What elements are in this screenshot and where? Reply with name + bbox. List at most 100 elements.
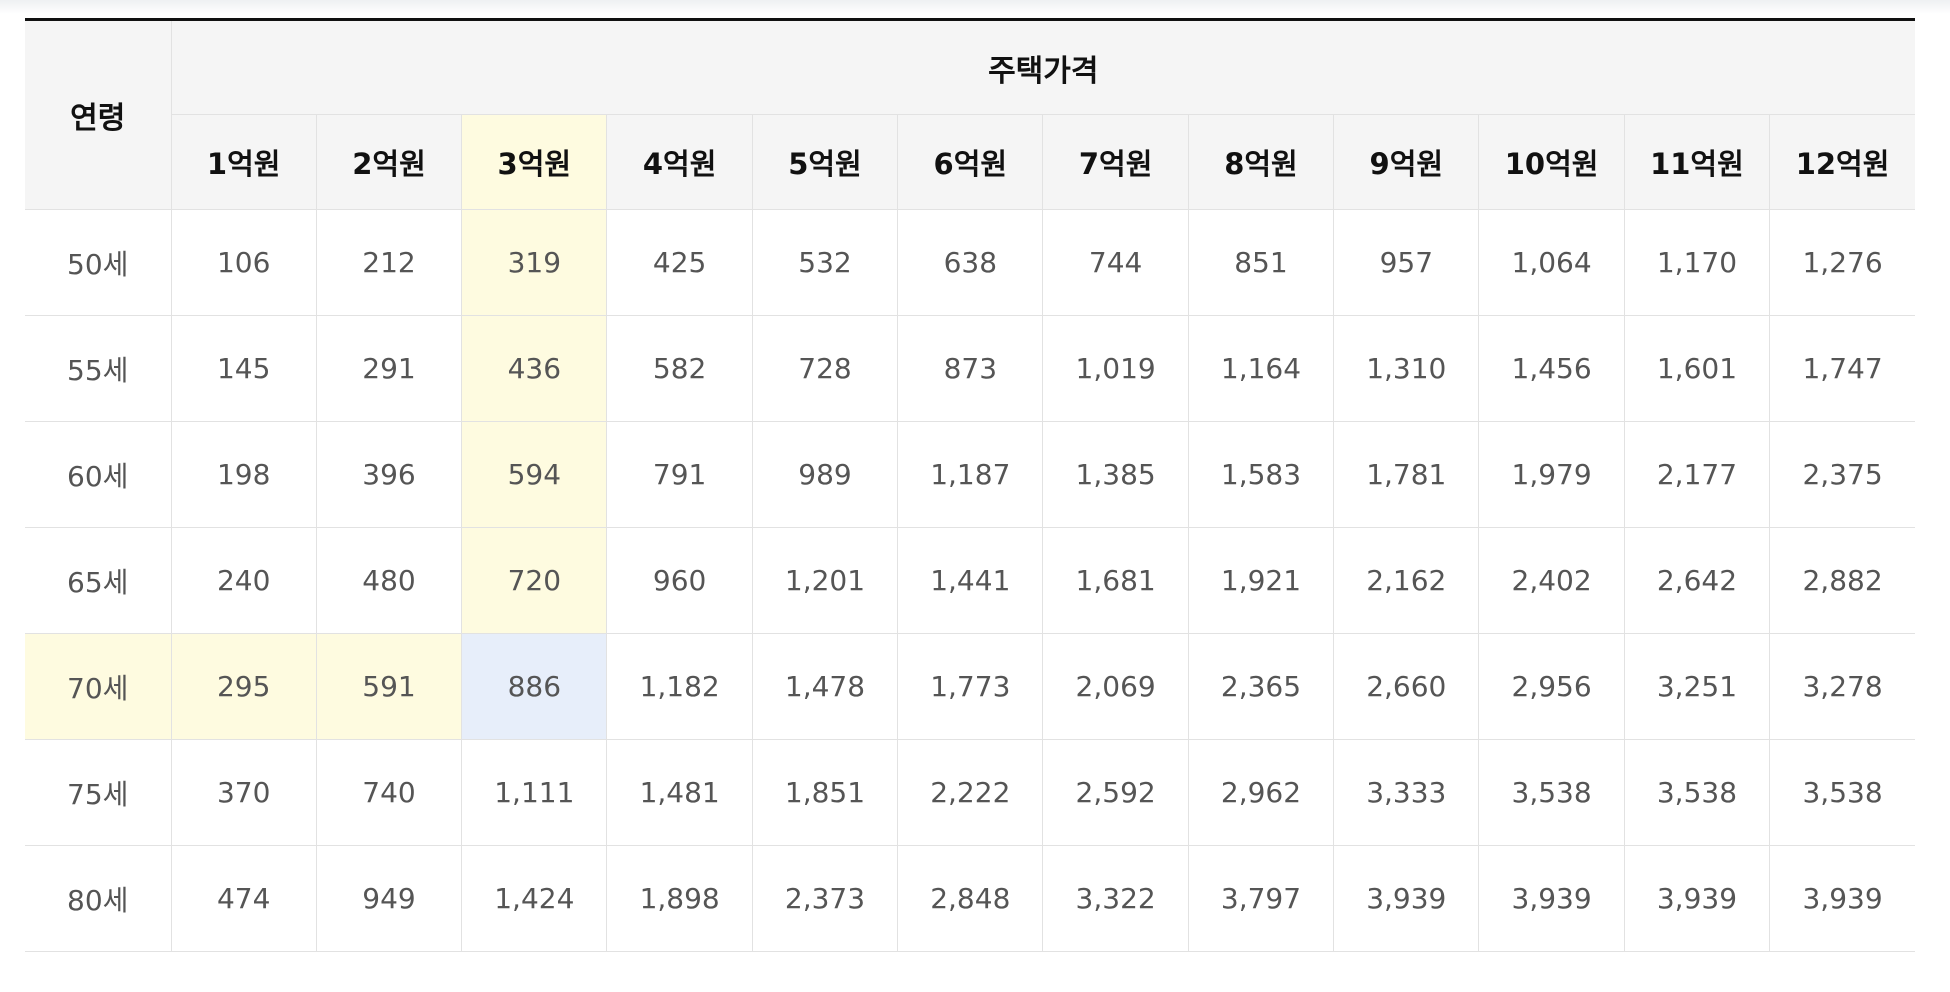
pension-value-cell: 212 — [315, 209, 463, 316]
pension-value-cell: 1,019 — [1042, 315, 1189, 422]
pension-value-cell: 106 — [170, 209, 317, 316]
pension-value-cell: 436 — [461, 315, 608, 422]
house-price-group-header: 주택가격 — [170, 19, 1916, 115]
pension-value-cell: 957 — [1333, 209, 1480, 316]
pension-value-cell: 582 — [606, 315, 753, 422]
pension-value-cell: 145 — [170, 315, 317, 422]
pension-value-cell: 2,375 — [1769, 421, 1916, 528]
pension-value-cell: 1,781 — [1333, 421, 1480, 528]
pension-value-cell: 1,187 — [897, 421, 1044, 528]
pension-value-cell: 2,162 — [1333, 527, 1480, 634]
pension-value-cell: 198 — [170, 421, 317, 528]
pension-value-cell: 295 — [170, 633, 317, 740]
price-header-cell: 12억원 — [1769, 114, 1916, 210]
page-top-edge — [0, 0, 1950, 14]
pension-value-cell: 728 — [751, 315, 899, 422]
table-row: 65세 240 480 720 960 1,201 1,441 1,681 1,921 2,162… — [25, 527, 1916, 634]
age-cell: 50세 — [25, 209, 172, 316]
pension-value-cell: 791 — [606, 421, 753, 528]
pension-value-cell: 2,660 — [1333, 633, 1480, 740]
pension-value-cell: 2,177 — [1623, 421, 1771, 528]
pension-value-cell: 3,333 — [1333, 739, 1480, 846]
pension-value-cell: 291 — [315, 315, 463, 422]
pension-value-cell: 1,851 — [751, 739, 899, 846]
pension-value-cell: 886 — [461, 633, 608, 740]
pension-value-cell: 2,848 — [897, 845, 1044, 952]
pension-table-container: 연령 주택가격 1억원 2억원 3억원 4억원 5억원 6억원 7억원 8억원 9억원 10억원 1… — [25, 18, 1916, 952]
pension-value-cell: 740 — [315, 739, 463, 846]
pension-value-cell: 1,310 — [1333, 315, 1480, 422]
pension-value-cell: 1,898 — [606, 845, 753, 952]
age-cell: 80세 — [25, 845, 172, 952]
pension-value-cell: 3,322 — [1042, 845, 1189, 952]
table-body: 50세 106 212 319 425 532 638 744 851 957 1,064 1,170… — [25, 209, 1916, 952]
pension-value-cell: 2,373 — [751, 845, 899, 952]
pension-value-cell: 3,278 — [1769, 633, 1916, 740]
pension-value-cell: 1,424 — [461, 845, 608, 952]
pension-value-cell: 1,276 — [1769, 209, 1916, 316]
pension-value-cell: 1,773 — [897, 633, 1044, 740]
pension-value-cell: 319 — [461, 209, 608, 316]
price-header-cell: 2억원 — [315, 114, 463, 210]
pension-value-cell: 1,681 — [1042, 527, 1189, 634]
pension-value-cell: 2,222 — [897, 739, 1044, 846]
pension-value-cell: 2,365 — [1187, 633, 1335, 740]
pension-value-cell: 425 — [606, 209, 753, 316]
table-row: 50세 106 212 319 425 532 638 744 851 957 1,064 1,170… — [25, 209, 1916, 316]
age-column-header: 연령 — [25, 19, 172, 210]
pension-value-cell: 1,456 — [1478, 315, 1625, 422]
pension-value-cell: 1,979 — [1478, 421, 1625, 528]
pension-value-cell: 240 — [170, 527, 317, 634]
age-cell: 60세 — [25, 421, 172, 528]
pension-value-cell: 2,956 — [1478, 633, 1625, 740]
pension-value-cell: 2,069 — [1042, 633, 1189, 740]
pension-value-cell: 1,164 — [1187, 315, 1335, 422]
pension-value-cell: 396 — [315, 421, 463, 528]
pension-value-cell: 1,481 — [606, 739, 753, 846]
price-header-cell: 4억원 — [606, 114, 753, 210]
table-row: 60세 198 396 594 791 989 1,187 1,385 1,583 1,781 1,… — [25, 421, 1916, 528]
pension-value-cell: 720 — [461, 527, 608, 634]
pension-value-cell: 594 — [461, 421, 608, 528]
age-cell: 65세 — [25, 527, 172, 634]
pension-value-cell: 2,642 — [1623, 527, 1771, 634]
pension-value-cell: 2,882 — [1769, 527, 1916, 634]
pension-value-cell: 960 — [606, 527, 753, 634]
pension-amount-table: 연령 주택가격 1억원 2억원 3억원 4억원 5억원 6억원 7억원 8억원 9억원 10억원 1… — [25, 18, 1916, 952]
pension-value-cell: 638 — [897, 209, 1044, 316]
pension-value-cell: 1,601 — [1623, 315, 1771, 422]
price-header-cell: 6억원 — [897, 114, 1044, 210]
pension-value-cell: 1,441 — [897, 527, 1044, 634]
price-header-cell: 3억원 — [461, 114, 608, 210]
pension-value-cell: 744 — [1042, 209, 1189, 316]
age-cell: 75세 — [25, 739, 172, 846]
age-cell: 55세 — [25, 315, 172, 422]
pension-value-cell: 591 — [315, 633, 463, 740]
pension-value-cell: 532 — [751, 209, 899, 316]
pension-value-cell: 3,251 — [1623, 633, 1771, 740]
pension-value-cell: 2,402 — [1478, 527, 1625, 634]
pension-value-cell: 949 — [315, 845, 463, 952]
pension-value-cell: 1,747 — [1769, 315, 1916, 422]
pension-value-cell: 480 — [315, 527, 463, 634]
pension-value-cell: 3,939 — [1478, 845, 1625, 952]
pension-value-cell: 3,939 — [1623, 845, 1771, 952]
price-header-cell: 10억원 — [1478, 114, 1625, 210]
pension-value-cell: 3,939 — [1769, 845, 1916, 952]
price-header-row: 1억원 2억원 3억원 4억원 5억원 6억원 7억원 8억원 9억원 10억원 11억원 12억원 — [25, 114, 1916, 210]
price-header-cell: 11억원 — [1623, 114, 1771, 210]
pension-value-cell: 873 — [897, 315, 1044, 422]
pension-value-cell: 3,538 — [1478, 739, 1625, 846]
pension-value-cell: 3,939 — [1333, 845, 1480, 952]
price-header-cell: 5억원 — [751, 114, 899, 210]
pension-value-cell: 1,182 — [606, 633, 753, 740]
pension-value-cell: 3,538 — [1623, 739, 1771, 846]
age-cell: 70세 — [25, 633, 172, 740]
pension-value-cell: 851 — [1187, 209, 1335, 316]
pension-value-cell: 3,797 — [1187, 845, 1335, 952]
pension-value-cell: 3,538 — [1769, 739, 1916, 846]
price-header-cell: 8억원 — [1187, 114, 1335, 210]
pension-value-cell: 1,583 — [1187, 421, 1335, 528]
pension-value-cell: 989 — [751, 421, 899, 528]
price-header-cell: 7억원 — [1042, 114, 1189, 210]
